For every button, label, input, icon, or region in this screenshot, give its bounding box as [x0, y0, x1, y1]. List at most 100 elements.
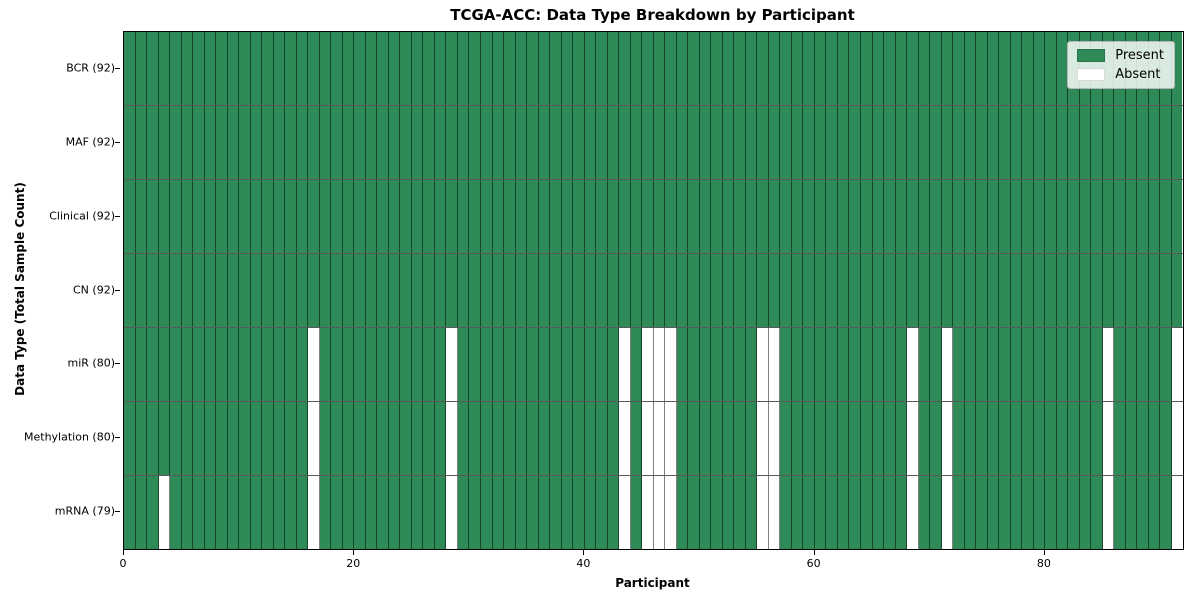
heatmap-cell [1068, 476, 1080, 549]
heatmap-cell [446, 476, 458, 549]
heatmap-cell [653, 32, 666, 105]
heatmap-cell [722, 476, 735, 549]
heatmap-cell [976, 106, 988, 179]
heatmap-cell [573, 106, 585, 179]
x-tick-mark [583, 550, 585, 555]
heatmap-cell [1010, 106, 1023, 179]
heatmap-cell [734, 328, 746, 401]
heatmap-cell [930, 32, 942, 105]
heatmap-cell [400, 32, 412, 105]
heatmap-cell [411, 476, 424, 549]
heatmap-cell [1171, 180, 1183, 253]
heatmap-cell [193, 32, 205, 105]
heatmap-cell [814, 106, 827, 179]
heatmap-cell [596, 254, 608, 327]
heatmap-cell [791, 180, 804, 253]
heatmap-cell [1102, 254, 1115, 327]
heatmap-cell [515, 106, 528, 179]
y-tick-mark [115, 511, 120, 513]
heatmap-cell [964, 32, 977, 105]
heatmap-cell [377, 254, 389, 327]
heatmap-cell [262, 106, 274, 179]
heatmap-cell [181, 476, 194, 549]
heatmap-cell [676, 106, 689, 179]
heatmap-cell [895, 180, 908, 253]
heatmap-cell [803, 32, 815, 105]
heatmap-cell [331, 254, 343, 327]
heatmap-cell [423, 402, 435, 475]
heatmap-cell [722, 180, 735, 253]
heatmap-cell [1114, 254, 1126, 327]
heatmap-cell [676, 32, 689, 105]
heatmap-cell [434, 32, 447, 105]
x-tick-mark [353, 550, 355, 555]
heatmap-cell [941, 402, 954, 475]
heatmap-cell [1114, 328, 1126, 401]
heatmap-cell [745, 476, 758, 549]
heatmap-cell [1056, 106, 1069, 179]
heatmap-cell [1114, 106, 1126, 179]
heatmap-cell [768, 254, 781, 327]
heatmap-cell [1079, 106, 1092, 179]
heatmap-cell [780, 32, 792, 105]
heatmap-cell [665, 106, 677, 179]
x-tick-label: 0 [119, 557, 127, 570]
heatmap-cell [227, 32, 240, 105]
heatmap-cell [1079, 254, 1092, 327]
heatmap-cell [480, 106, 493, 179]
heatmap-grid [124, 32, 1183, 549]
heatmap-cell [573, 32, 585, 105]
heatmap-cell [181, 254, 194, 327]
heatmap-cell [147, 476, 159, 549]
heatmap-cell [711, 106, 723, 179]
heatmap-cell [907, 32, 919, 105]
plot-area: Present Absent [123, 31, 1184, 550]
heatmap-cell [504, 402, 516, 475]
heatmap-cell [273, 180, 286, 253]
heatmap-cell [607, 32, 620, 105]
heatmap-cell [722, 328, 735, 401]
heatmap-cell [354, 476, 366, 549]
heatmap-cell [319, 180, 332, 253]
heatmap-cell [193, 402, 205, 475]
heatmap-row-maf [124, 106, 1183, 180]
heatmap-cell [527, 32, 539, 105]
heatmap-cell [216, 254, 228, 327]
heatmap-cell [262, 328, 274, 401]
heatmap-cell [273, 402, 286, 475]
heatmap-cell [227, 476, 240, 549]
heatmap-cell [987, 254, 1000, 327]
heatmap-cell [308, 32, 320, 105]
heatmap-cell [1068, 180, 1080, 253]
heatmap-cell [170, 402, 182, 475]
heatmap-cell [941, 328, 954, 401]
heatmap-cell [147, 32, 159, 105]
heatmap-cell [930, 328, 942, 401]
heatmap-cell [193, 180, 205, 253]
heatmap-cell [642, 476, 654, 549]
heatmap-cell [250, 106, 263, 179]
heatmap-cell [319, 476, 332, 549]
heatmap-cell [388, 402, 401, 475]
heatmap-cell [561, 328, 574, 401]
heatmap-cell [388, 32, 401, 105]
heatmap-cell [1045, 32, 1057, 105]
heatmap-cell [976, 32, 988, 105]
heatmap-cell [135, 106, 148, 179]
heatmap-cell [884, 328, 896, 401]
heatmap-cell [826, 476, 838, 549]
heatmap-cell [550, 106, 562, 179]
heatmap-cell [964, 476, 977, 549]
heatmap-cell [642, 328, 654, 401]
heatmap-cell [987, 402, 1000, 475]
heatmap-cell [342, 180, 355, 253]
heatmap-cell [780, 106, 792, 179]
heatmap-cell [837, 180, 850, 253]
heatmap-cell [515, 32, 528, 105]
heatmap-cell [941, 106, 954, 179]
heatmap-cell [158, 328, 171, 401]
heatmap-cell [492, 180, 505, 253]
heatmap-cell [181, 402, 194, 475]
heatmap-cell [170, 476, 182, 549]
heatmap-cell [124, 32, 136, 105]
